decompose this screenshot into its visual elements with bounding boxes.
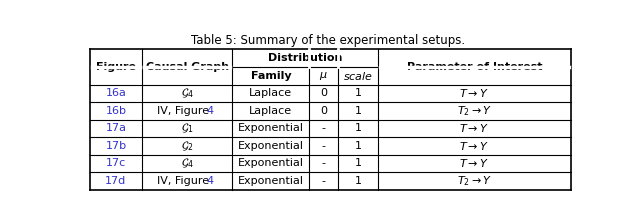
Text: Exponential: Exponential <box>238 123 304 133</box>
Text: $\mathit{scale}$: $\mathit{scale}$ <box>343 70 373 82</box>
Text: $T \rightarrow Y$: $T \rightarrow Y$ <box>460 158 490 169</box>
Text: 4: 4 <box>207 106 214 116</box>
Text: 17d: 17d <box>105 176 127 186</box>
Text: Laplace: Laplace <box>249 88 292 98</box>
Text: Parameter of Interest: Parameter of Interest <box>406 62 542 72</box>
Text: Exponential: Exponential <box>238 176 304 186</box>
Text: Figure: Figure <box>96 62 136 72</box>
Text: 0: 0 <box>320 88 327 98</box>
Text: $\mathcal{G}_2$: $\mathcal{G}_2$ <box>180 139 193 153</box>
Text: $T_2 \rightarrow Y$: $T_2 \rightarrow Y$ <box>457 104 492 118</box>
Text: 4: 4 <box>207 176 214 186</box>
Text: Distribution: Distribution <box>268 53 342 63</box>
Text: 17b: 17b <box>106 141 127 151</box>
Text: Laplace: Laplace <box>249 106 292 116</box>
Text: -: - <box>322 176 326 186</box>
Text: -: - <box>322 158 326 168</box>
Text: IV, Figure: IV, Figure <box>157 176 213 186</box>
Text: Exponential: Exponential <box>238 158 304 168</box>
Text: $\mu$: $\mu$ <box>319 70 328 82</box>
Text: 1: 1 <box>355 158 362 168</box>
Text: $\mathcal{G}_4$: $\mathcal{G}_4$ <box>180 87 194 100</box>
Text: 1: 1 <box>355 106 362 116</box>
Text: -: - <box>322 123 326 133</box>
Text: 17a: 17a <box>106 123 127 133</box>
Text: 1: 1 <box>355 176 362 186</box>
Text: Table 5: Summary of the experimental setups.: Table 5: Summary of the experimental set… <box>191 34 465 47</box>
Text: 1: 1 <box>355 123 362 133</box>
Text: 16b: 16b <box>106 106 127 116</box>
Text: $T \rightarrow Y$: $T \rightarrow Y$ <box>460 122 490 134</box>
Text: 17c: 17c <box>106 158 126 168</box>
Text: $T \rightarrow Y$: $T \rightarrow Y$ <box>460 140 490 152</box>
Text: Family: Family <box>250 71 291 81</box>
Text: $T_2 \rightarrow Y$: $T_2 \rightarrow Y$ <box>457 174 492 188</box>
Text: 16a: 16a <box>106 88 126 98</box>
Text: 0: 0 <box>320 106 327 116</box>
Text: 1: 1 <box>355 88 362 98</box>
Text: IV, Figure: IV, Figure <box>157 106 213 116</box>
Text: $\mathcal{G}_4$: $\mathcal{G}_4$ <box>180 157 194 170</box>
Text: $T \rightarrow Y$: $T \rightarrow Y$ <box>460 87 490 99</box>
Text: 1: 1 <box>355 141 362 151</box>
Text: Exponential: Exponential <box>238 141 304 151</box>
Text: -: - <box>322 141 326 151</box>
Text: Causal Graph: Causal Graph <box>145 62 228 72</box>
Text: $\mathcal{G}_1$: $\mathcal{G}_1$ <box>180 122 193 135</box>
